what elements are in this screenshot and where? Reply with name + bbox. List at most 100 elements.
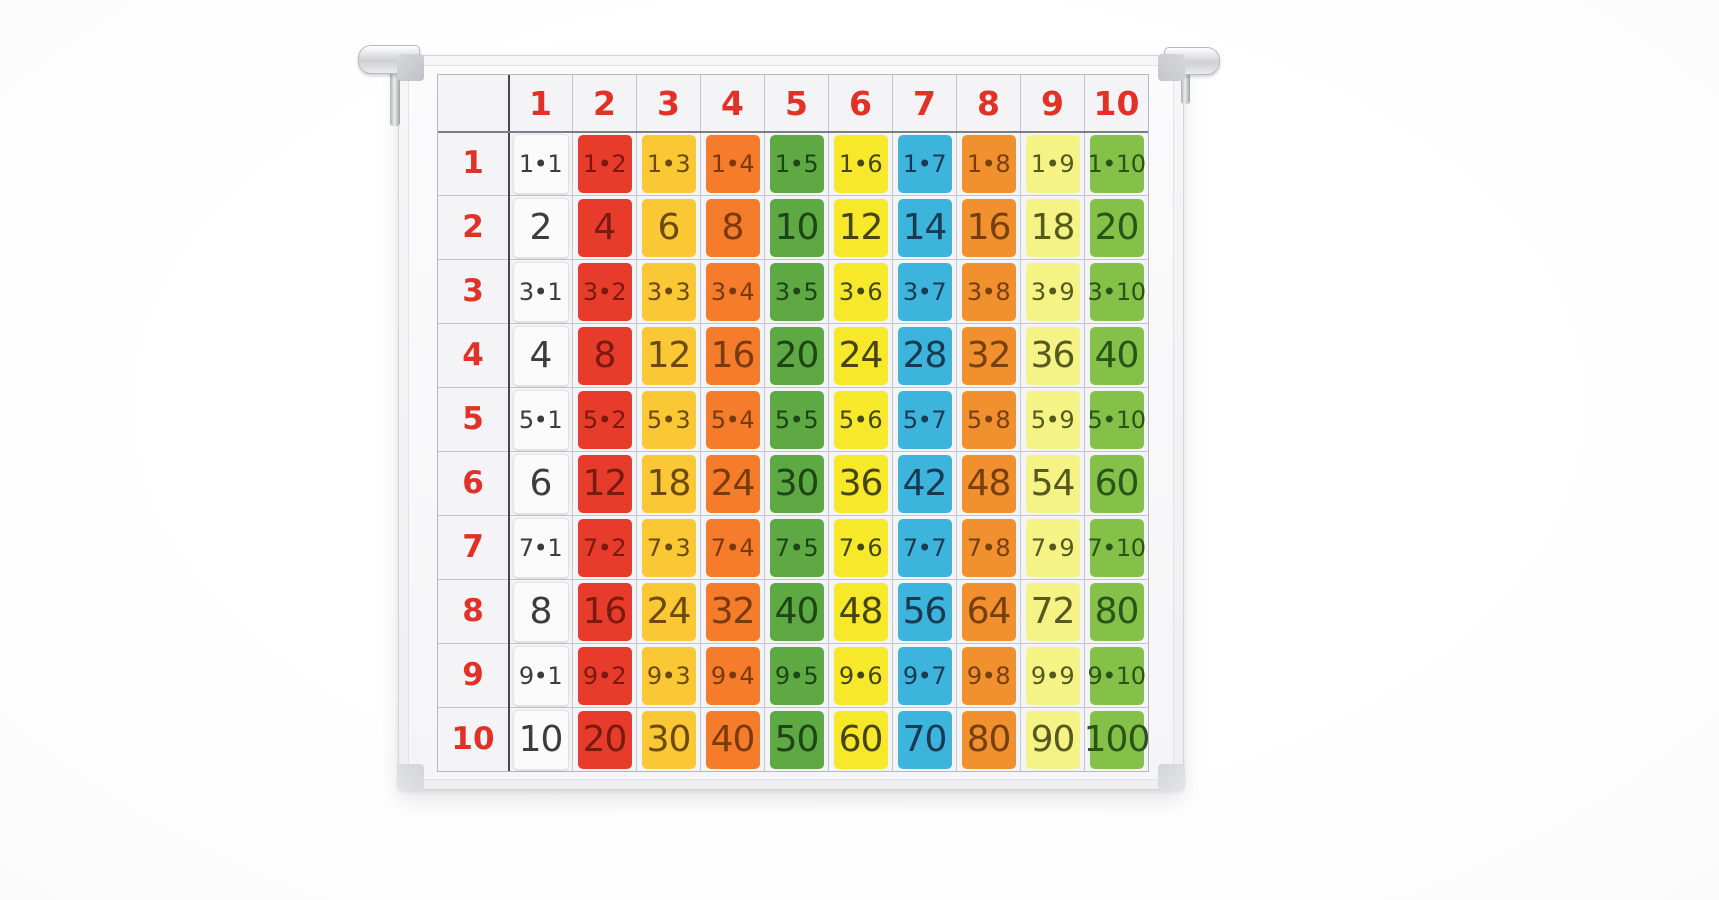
expression-tile: 1•2 (577, 134, 632, 193)
product-tile: 70 (897, 710, 952, 769)
corner-cap-top-left (397, 54, 424, 81)
product-tile: 56 (897, 582, 952, 641)
grid-cell: 1•6 (829, 132, 892, 195)
expression-tile: 1•8 (961, 134, 1016, 193)
grid-cell: 1•10 (1085, 132, 1148, 195)
grid-cell: 64 (957, 580, 1020, 643)
grid-cell: 100 (1084, 708, 1150, 771)
grid-cell: 48 (829, 580, 892, 643)
grid-cell: 5•10 (1085, 388, 1148, 451)
grid-cell: 16 (957, 196, 1020, 259)
column-header: 4 (701, 75, 764, 131)
product-tile: 8 (512, 581, 569, 642)
expression-tile: 1•7 (897, 134, 952, 193)
grid-cell: 9•2 (573, 644, 636, 707)
product-tile: 20 (1089, 198, 1144, 257)
expression-tile: 9•9 (1025, 646, 1080, 705)
grid-cell: 9•8 (957, 644, 1020, 707)
expression-tile: 9•1 (512, 645, 569, 706)
expression-tile: 5•4 (705, 390, 760, 449)
product-tile: 2 (512, 197, 569, 258)
product-tile: 6 (512, 453, 569, 514)
grid-cell: 24 (701, 452, 764, 515)
grid-cell: 7•4 (701, 516, 764, 579)
grid-cell: 5•7 (893, 388, 956, 451)
grid-cell: 16 (573, 580, 636, 643)
grid-cell: 56 (893, 580, 956, 643)
grid-cell: 5•8 (957, 388, 1020, 451)
grid-cell: 2 (509, 196, 572, 259)
corner-cap-top-right (1158, 54, 1185, 81)
product-tile: 72 (1025, 582, 1080, 641)
expression-tile: 5•10 (1088, 390, 1146, 449)
grid-cell: 40 (765, 580, 828, 643)
board-surface: 1 2 3 4 5 6 7 8 9 10 1 1•1 1•2 1•3 1•4 1•5 1•6 1•7 1•8 1•9 1… (408, 65, 1174, 780)
grid-cell: 20 (1085, 196, 1148, 259)
grid-cell: 9•6 (829, 644, 892, 707)
grid-cell: 9•5 (765, 644, 828, 707)
grid-cell: 7•5 (765, 516, 828, 579)
grid-cell: 3•7 (893, 260, 956, 323)
expression-tile: 7•10 (1088, 518, 1146, 577)
expression-tile: 9•8 (961, 646, 1016, 705)
row-header-label: 5 (462, 401, 484, 437)
grid-cell: 10 (509, 708, 572, 771)
product-tile: 30 (641, 710, 696, 769)
row-header: 5 (438, 388, 508, 451)
expression-tile: 3•9 (1025, 262, 1080, 321)
product-tile: 32 (705, 582, 760, 641)
column-header: 7 (893, 75, 956, 131)
expression-tile: 7•4 (705, 518, 760, 577)
product-tile: 10 (512, 709, 569, 770)
grid-cell: 7•9 (1021, 516, 1084, 579)
product-tile: 80 (1089, 582, 1144, 641)
grid-cell: 80 (1085, 580, 1148, 643)
expression-tile: 3•4 (705, 262, 760, 321)
grid-cell: 1•4 (701, 132, 764, 195)
column-header: 8 (957, 75, 1020, 131)
grid-cell: 1•3 (637, 132, 700, 195)
expression-tile: 1•10 (1088, 134, 1146, 193)
grid-cell: 36 (1021, 324, 1084, 387)
column-header: 5 (765, 75, 828, 131)
product-tile: 10 (769, 198, 824, 257)
grid-cell: 5•9 (1021, 388, 1084, 451)
row-header: 10 (438, 708, 508, 771)
product-tile: 36 (833, 454, 888, 513)
grid-cell: 42 (893, 452, 956, 515)
column-header-label: 7 (913, 83, 936, 123)
grid-cell: 7•3 (637, 516, 700, 579)
multiplication-grid: 1 2 3 4 5 6 7 8 9 10 1 1•1 1•2 1•3 1•4 1•5 1•6 1•7 1•8 1•9 1… (437, 74, 1150, 772)
grid-cell: 30 (637, 708, 700, 771)
expression-tile: 5•6 (833, 390, 888, 449)
expression-tile: 7•8 (961, 518, 1016, 577)
grid-cell: 14 (893, 196, 956, 259)
grid-cell: 1•2 (573, 132, 636, 195)
product-tile: 40 (769, 582, 824, 641)
header-row-divider (438, 131, 1148, 133)
row-header: 3 (438, 260, 508, 323)
grid-cell: 9•7 (893, 644, 956, 707)
expression-tile: 3•8 (961, 262, 1016, 321)
grid-cell: 3•4 (701, 260, 764, 323)
grid-cell: 10 (765, 196, 828, 259)
product-tile: 28 (897, 326, 952, 385)
grid-cell: 24 (829, 324, 892, 387)
grid-cell: 12 (573, 452, 636, 515)
product-tile: 60 (1089, 454, 1144, 513)
product-tile: 18 (1025, 198, 1080, 257)
expression-tile: 9•7 (897, 646, 952, 705)
grid-cell: 4 (509, 324, 572, 387)
grid-cell: 8 (701, 196, 764, 259)
grid-cell: 3•8 (957, 260, 1020, 323)
grid-cell: 1•9 (1021, 132, 1084, 195)
grid-cell: 3•5 (765, 260, 828, 323)
expression-tile: 5•2 (577, 390, 632, 449)
grid-cell: 3•9 (1021, 260, 1084, 323)
grid-cell: 40 (701, 708, 764, 771)
expression-tile: 1•6 (833, 134, 888, 193)
grid-cell: 28 (893, 324, 956, 387)
column-header: 10 (1085, 75, 1148, 131)
expression-tile: 9•2 (577, 646, 632, 705)
